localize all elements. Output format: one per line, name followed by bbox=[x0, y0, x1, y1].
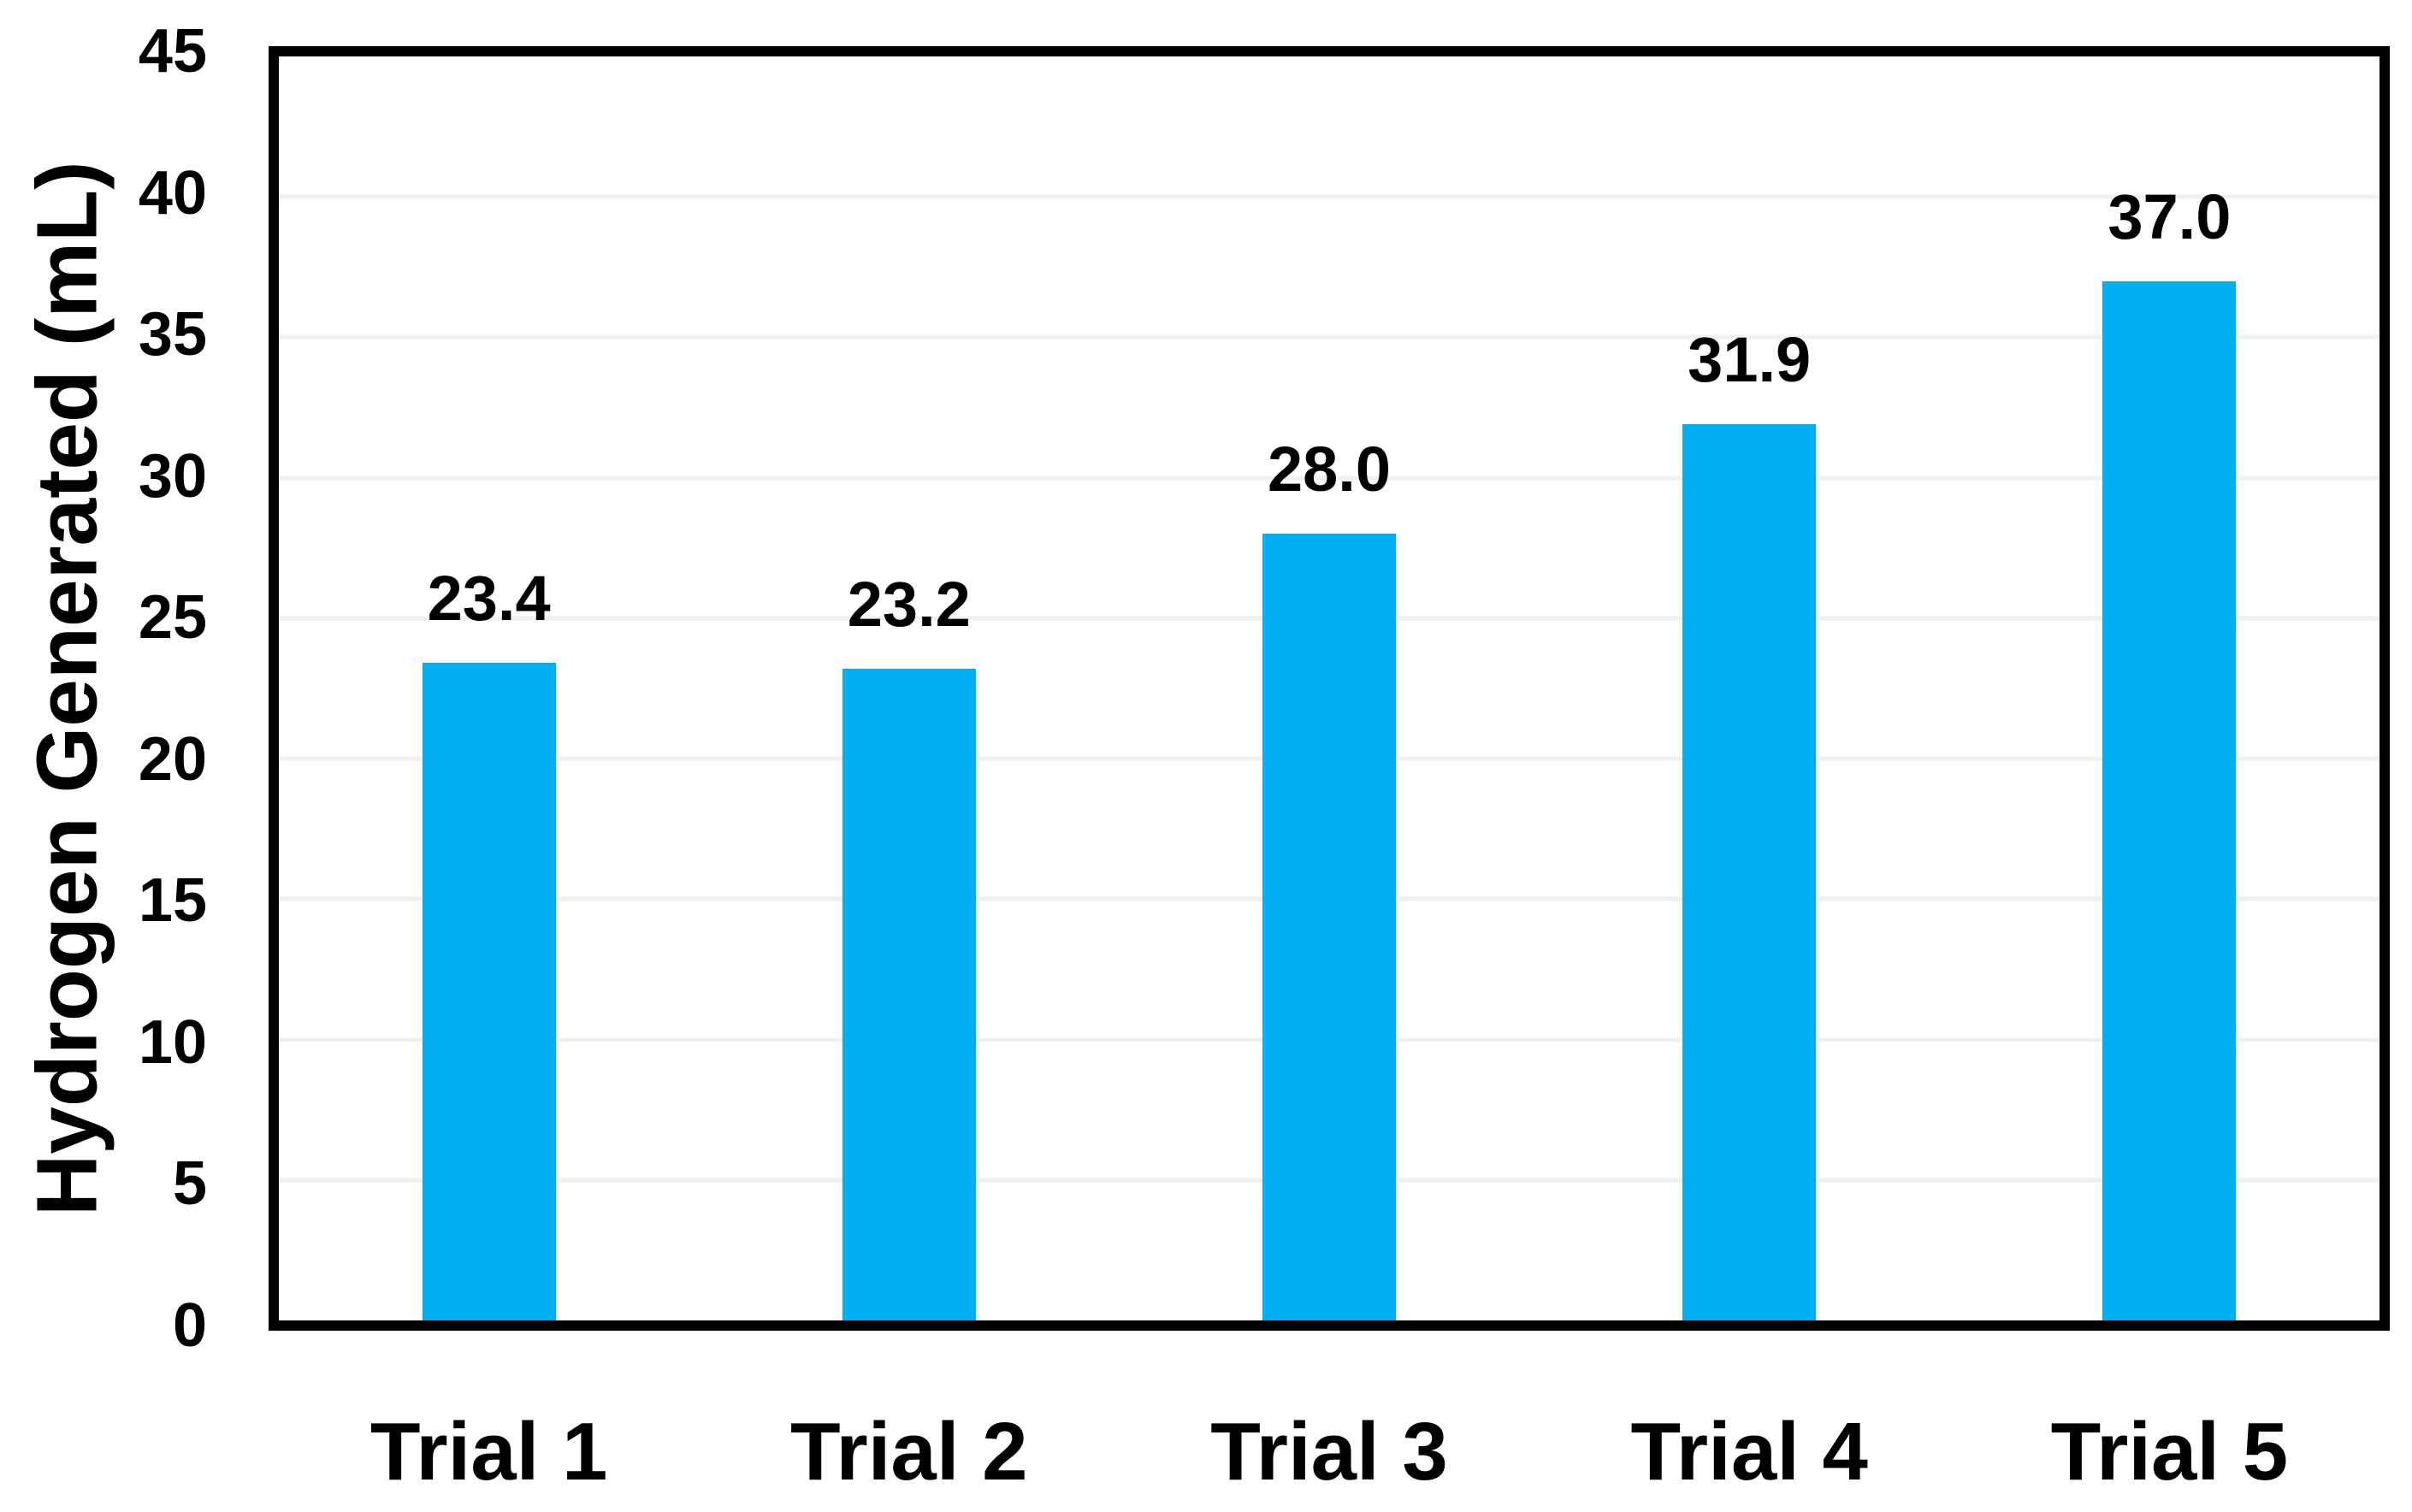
x-tick-label: Trial 1 bbox=[369, 1406, 608, 1497]
y-tick-label: 45 bbox=[138, 17, 207, 86]
bar-value-label: 23.4 bbox=[427, 563, 551, 635]
y-tick-label: 25 bbox=[138, 583, 207, 653]
bar-trial-1 bbox=[422, 663, 556, 1320]
gridline bbox=[279, 194, 2379, 199]
gridline bbox=[279, 475, 2379, 481]
x-tick-label: Trial 4 bbox=[1630, 1406, 1868, 1497]
bar-value-label: 37.0 bbox=[2108, 180, 2232, 252]
x-tick-label: Trial 5 bbox=[2050, 1406, 2289, 1497]
bar-trial-2 bbox=[842, 669, 976, 1320]
y-tick-label: 35 bbox=[138, 300, 207, 369]
y-tick-label: 5 bbox=[172, 1149, 207, 1219]
x-axis: Trial 1 Trial 2 Trial 3 Trial 4 Trial 5 bbox=[279, 1399, 2379, 1502]
y-tick-label: 20 bbox=[138, 724, 207, 794]
bar-value-label: 28.0 bbox=[1267, 434, 1392, 505]
bar-trial-4 bbox=[1682, 424, 1817, 1320]
bar-trial-5 bbox=[2102, 281, 2237, 1320]
y-tick-label: 40 bbox=[138, 158, 207, 227]
bar-value-label: 31.9 bbox=[1688, 324, 1812, 396]
y-tick-label: 10 bbox=[138, 1007, 207, 1077]
x-tick-label: Trial 3 bbox=[1210, 1406, 1448, 1497]
bar-value-label: 23.2 bbox=[847, 569, 971, 641]
y-tick-label: 30 bbox=[138, 441, 207, 511]
y-tick-label: 0 bbox=[172, 1291, 207, 1360]
bar-trial-3 bbox=[1262, 534, 1396, 1320]
y-axis: 0 5 10 15 20 25 30 35 40 45 bbox=[0, 0, 207, 1512]
plot-area: 23.4 23.2 28.0 31.9 37.0 bbox=[269, 46, 2390, 1331]
x-tick-label: Trial 2 bbox=[790, 1406, 1028, 1497]
y-tick-label: 15 bbox=[138, 866, 207, 936]
gridline bbox=[279, 334, 2379, 340]
